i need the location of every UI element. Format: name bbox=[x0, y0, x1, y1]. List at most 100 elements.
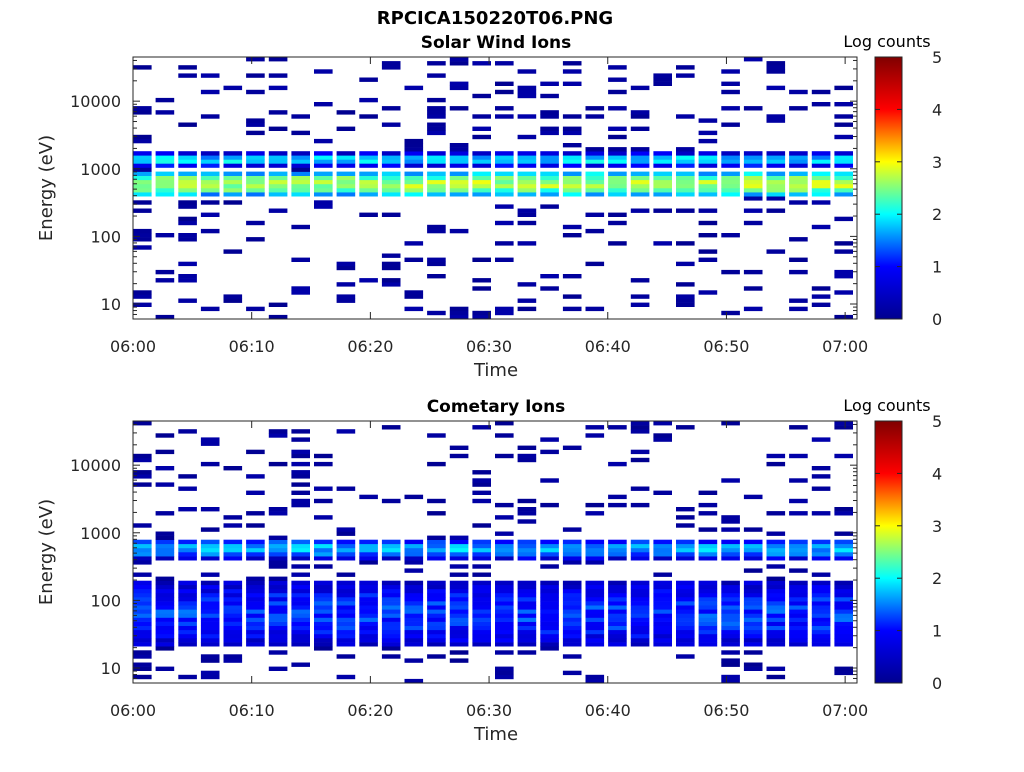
heatmap-cell bbox=[608, 609, 627, 614]
heatmap-cell bbox=[766, 666, 786, 671]
heatmap-cell bbox=[517, 282, 537, 287]
heatmap-cell bbox=[676, 192, 695, 197]
heatmap-cell bbox=[314, 543, 333, 549]
heatmap-cell bbox=[359, 77, 378, 82]
heatmap-cell bbox=[133, 151, 152, 156]
heatmap-cell bbox=[743, 106, 763, 111]
heatmap-cell bbox=[789, 175, 808, 181]
heatmap-cell bbox=[630, 552, 650, 557]
heatmap-cell bbox=[472, 498, 491, 504]
heatmap-cell bbox=[178, 638, 197, 643]
heatmap-cell bbox=[608, 89, 627, 95]
heatmap-cell bbox=[291, 224, 310, 230]
heatmap-cell bbox=[427, 552, 446, 557]
heatmap-cell bbox=[653, 421, 672, 426]
heatmap-cell bbox=[698, 175, 718, 181]
heatmap-cell bbox=[743, 662, 763, 667]
heatmap-cell bbox=[359, 179, 378, 185]
heatmap-cell bbox=[200, 163, 220, 168]
heatmap-cell bbox=[495, 592, 514, 598]
heatmap-cell bbox=[608, 601, 627, 606]
heatmap-cell bbox=[133, 580, 152, 586]
heatmap-cell bbox=[585, 638, 605, 643]
heatmap-cell bbox=[268, 625, 288, 631]
heatmap-cell bbox=[811, 572, 831, 577]
heatmap-cell bbox=[246, 621, 265, 626]
heatmap-cell bbox=[540, 605, 559, 610]
heatmap-cell bbox=[336, 601, 356, 606]
heatmap-cell bbox=[178, 122, 197, 127]
heatmap-cell bbox=[653, 625, 672, 631]
heatmap-cell bbox=[743, 175, 763, 181]
heatmap-cell bbox=[766, 85, 786, 91]
heatmap-cell bbox=[630, 617, 650, 622]
heatmap-cell bbox=[472, 580, 491, 586]
heatmap-cell bbox=[427, 601, 446, 606]
heatmap-cell bbox=[200, 89, 220, 95]
heatmap-cell bbox=[404, 151, 424, 156]
heatmap-cell bbox=[517, 175, 537, 181]
heatmap-cell bbox=[517, 151, 537, 156]
heatmap-cell bbox=[381, 642, 401, 647]
heatmap-cell bbox=[789, 625, 808, 631]
heatmap-cell bbox=[517, 543, 537, 549]
heatmap-cell bbox=[630, 638, 650, 643]
heatmap-cell bbox=[472, 171, 491, 176]
heatmap-cell bbox=[336, 539, 356, 545]
heatmap-cell bbox=[291, 638, 310, 643]
heatmap-cell bbox=[314, 171, 333, 176]
heatmap-cell bbox=[676, 151, 695, 156]
heatmap-cell bbox=[811, 633, 831, 639]
heatmap-cell bbox=[336, 543, 356, 549]
heatmap-cell bbox=[495, 433, 514, 438]
heatmap-cell bbox=[608, 556, 627, 561]
heatmap-cell bbox=[789, 592, 808, 598]
heatmap-cell bbox=[517, 507, 537, 512]
heatmap-cell bbox=[562, 625, 582, 631]
heatmap-cell bbox=[200, 155, 220, 160]
heatmap-cell bbox=[200, 539, 220, 545]
heatmap-cell bbox=[200, 601, 220, 606]
x-tick-label: 06:40 bbox=[585, 701, 631, 720]
heatmap-cell bbox=[133, 584, 152, 590]
heatmap-cell bbox=[404, 629, 424, 635]
heatmap-cell bbox=[562, 527, 582, 532]
heatmap-cell bbox=[336, 110, 356, 115]
heatmap-cell bbox=[495, 241, 514, 246]
heatmap-cell bbox=[291, 257, 310, 262]
heatmap-cell bbox=[133, 674, 152, 680]
heatmap-cell bbox=[314, 592, 333, 598]
heatmap-cell bbox=[404, 147, 424, 152]
heatmap-cell bbox=[562, 171, 582, 176]
heatmap-cell bbox=[449, 179, 469, 185]
heatmap-cell bbox=[630, 457, 650, 463]
heatmap-cell bbox=[268, 192, 288, 197]
heatmap-cell bbox=[246, 523, 265, 528]
heatmap-cell bbox=[314, 646, 333, 651]
heatmap-cell bbox=[789, 543, 808, 549]
heatmap-cell bbox=[585, 597, 605, 602]
heatmap-cell bbox=[789, 580, 808, 586]
heatmap-cell bbox=[811, 163, 831, 168]
heatmap-cell bbox=[472, 482, 491, 487]
heatmap-cell bbox=[178, 278, 197, 283]
heatmap-cell bbox=[291, 461, 310, 467]
heatmap-cell bbox=[449, 556, 469, 561]
heatmap-cell bbox=[427, 122, 446, 127]
heatmap-cell bbox=[200, 617, 220, 622]
heatmap-cell bbox=[743, 494, 763, 500]
heatmap-cell bbox=[178, 486, 197, 491]
heatmap-cell bbox=[472, 134, 491, 140]
heatmap-cell bbox=[721, 601, 740, 606]
heatmap-cell bbox=[246, 179, 265, 185]
heatmap-cell bbox=[449, 171, 469, 176]
heatmap-cell bbox=[834, 617, 853, 622]
heatmap-cell bbox=[427, 625, 446, 631]
heatmap-cell bbox=[314, 453, 333, 459]
heatmap-cell bbox=[246, 543, 265, 549]
heatmap-cell bbox=[834, 625, 853, 631]
heatmap-cell bbox=[291, 564, 310, 569]
heatmap-cell bbox=[653, 633, 672, 639]
heatmap-cell bbox=[427, 617, 446, 622]
heatmap-cell bbox=[676, 633, 695, 639]
